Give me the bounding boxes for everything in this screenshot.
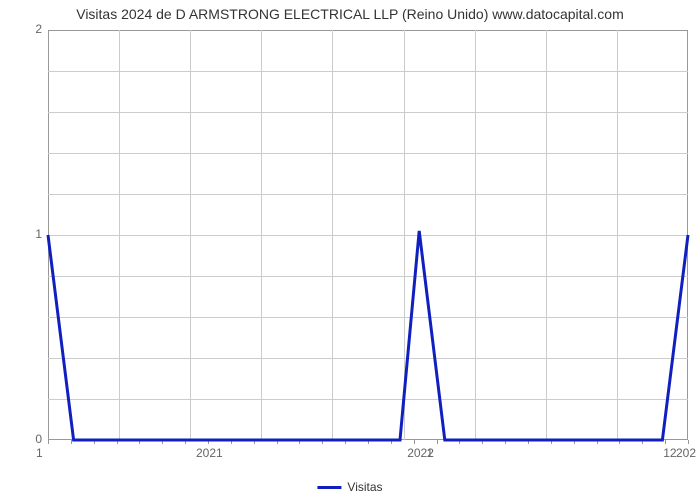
legend-label: Visitas	[347, 480, 382, 494]
chart-plot	[48, 30, 688, 446]
chart-title: Visitas 2024 de D ARMSTRONG ELECTRICAL L…	[0, 6, 700, 22]
x-tick-label: 1	[36, 446, 43, 460]
y-tick-label: 2	[35, 22, 42, 36]
x-tick-label: 2021	[196, 446, 223, 460]
y-tick-label: 1	[35, 227, 42, 241]
chart-container: Visitas 2024 de D ARMSTRONG ELECTRICAL L…	[0, 0, 700, 500]
x-tick-label: 1	[426, 446, 433, 460]
legend-swatch	[317, 486, 341, 489]
x-tick-label: 12	[663, 446, 676, 460]
y-tick-label: 0	[35, 432, 42, 446]
x-tick-label: 202	[676, 446, 696, 460]
chart-legend: Visitas	[317, 480, 382, 494]
